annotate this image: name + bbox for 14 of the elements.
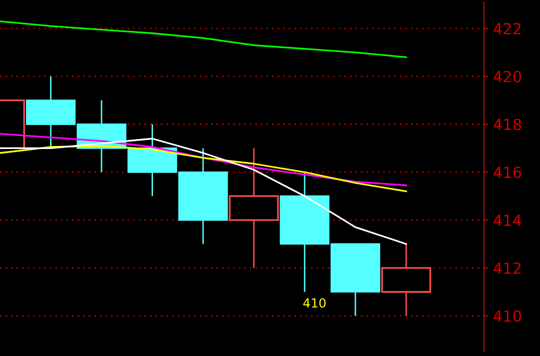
y-tick-label: 410 bbox=[494, 310, 522, 322]
y-tick-label: 418 bbox=[494, 118, 521, 130]
line-series bbox=[0, 138, 407, 245]
y-tick-label: 420 bbox=[494, 70, 522, 82]
y-tick-label: 416 bbox=[494, 166, 522, 178]
candlestick bbox=[228, 148, 279, 269]
line-series bbox=[0, 132, 407, 186]
y-tick-label: 422 bbox=[494, 22, 520, 34]
candlestick bbox=[381, 243, 432, 317]
line-series bbox=[0, 144, 407, 192]
y-tick-label: 412 bbox=[494, 262, 520, 274]
annotation: 410 bbox=[303, 298, 326, 308]
line-series bbox=[0, 20, 407, 58]
y-tick-label: 414 bbox=[494, 214, 522, 226]
